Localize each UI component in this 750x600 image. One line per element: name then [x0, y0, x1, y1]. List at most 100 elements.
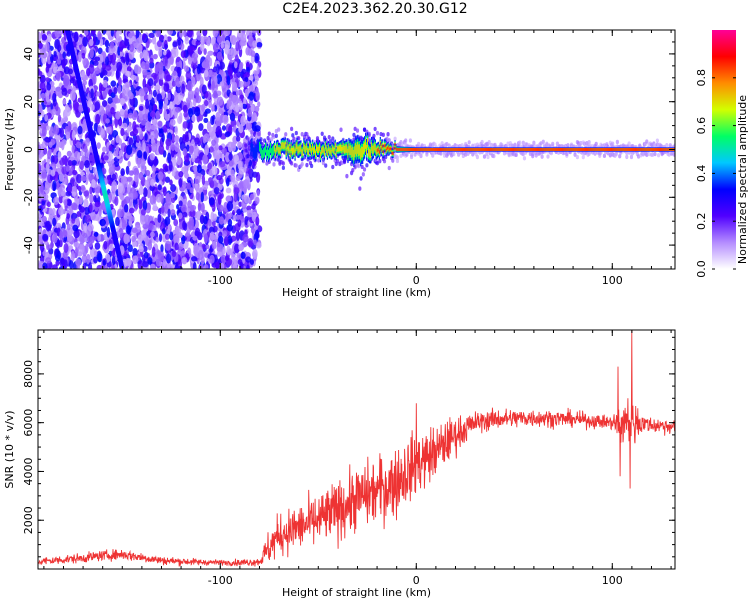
noise-speck — [191, 39, 196, 46]
carrier-halo — [480, 139, 484, 145]
noise-speck — [170, 209, 176, 216]
noise-speck — [178, 178, 183, 188]
noise-speck — [39, 74, 46, 84]
noise-speck — [191, 114, 196, 123]
noise-speck — [115, 144, 120, 153]
noise-speck — [234, 187, 240, 195]
noise-speck — [202, 154, 208, 165]
noise-speck — [41, 34, 48, 41]
noise-speck — [66, 198, 72, 207]
carrier-halo — [391, 158, 395, 163]
noise-speck — [48, 141, 53, 148]
carrier-halo — [656, 153, 661, 158]
noise-speck — [132, 247, 138, 256]
noise-speck — [211, 105, 215, 112]
noise-speck — [121, 219, 127, 230]
carrier-halo — [531, 153, 535, 159]
noise-speck — [111, 129, 119, 138]
noise-speck — [69, 89, 76, 101]
noise-speck — [97, 124, 102, 134]
noise-speck — [121, 208, 125, 218]
noise-speck — [123, 203, 129, 213]
noise-speck — [185, 71, 192, 80]
noise-speck — [163, 83, 170, 93]
noise-speck — [256, 189, 260, 197]
noise-speck — [148, 32, 155, 38]
noise-speck — [71, 218, 76, 224]
carrier-halo — [320, 131, 324, 136]
noise-speck — [185, 97, 192, 104]
noise-speck — [126, 176, 133, 182]
noise-speck — [105, 118, 110, 124]
noise-speck — [174, 95, 179, 103]
carrier-halo — [492, 153, 496, 159]
noise-speck — [140, 209, 146, 216]
noise-speck — [126, 234, 131, 243]
noise-speck — [82, 222, 88, 233]
noise-speck — [72, 169, 78, 176]
noise-speck — [120, 56, 127, 63]
noise-speck — [197, 249, 204, 261]
carrier-halo — [250, 130, 254, 135]
noise-speck — [174, 242, 179, 251]
noise-speck — [60, 139, 65, 151]
noise-speck — [210, 130, 216, 140]
carrier-halo — [594, 141, 598, 147]
carrier-halo — [378, 158, 382, 164]
noise-speck — [158, 233, 163, 242]
noise-speck — [207, 162, 213, 170]
noise-speck — [183, 30, 187, 38]
carrier-halo — [324, 163, 328, 168]
noise-speck — [79, 160, 85, 171]
noise-speck — [42, 233, 49, 242]
noise-speck — [238, 243, 244, 251]
noise-speck — [159, 61, 164, 73]
noise-speck — [135, 135, 141, 143]
carrier-halo — [274, 133, 278, 139]
noise-speck — [89, 247, 96, 259]
noise-speck — [164, 203, 169, 214]
noise-speck — [170, 184, 177, 193]
noise-speck — [52, 180, 57, 192]
noise-speck — [196, 164, 202, 174]
noise-speck — [138, 246, 144, 253]
noise-speck — [80, 184, 86, 191]
noise-speck — [171, 133, 176, 144]
noise-speck — [88, 78, 94, 88]
noise-speck — [164, 43, 169, 50]
noise-speck — [186, 80, 193, 92]
noise-speck — [224, 131, 231, 138]
noise-speck — [231, 81, 236, 92]
noise-speck — [94, 242, 101, 250]
noise-speck — [213, 43, 219, 53]
noise-speck — [195, 192, 200, 201]
noise-speck — [216, 35, 223, 44]
noise-speck — [135, 30, 140, 39]
noise-speck — [215, 143, 219, 151]
noise-speck — [175, 228, 179, 237]
noise-speck — [83, 198, 89, 210]
noise-speck — [194, 137, 200, 145]
noise-speck — [116, 61, 123, 71]
noise-speck — [201, 142, 206, 149]
noise-speck — [65, 131, 70, 140]
noise-speck — [167, 208, 171, 218]
noise-speck — [234, 61, 238, 69]
noise-speck — [140, 161, 146, 173]
noise-speck — [181, 83, 186, 94]
noise-speck — [50, 125, 54, 132]
noise-speck — [149, 152, 155, 161]
noise-speck — [239, 100, 244, 111]
noise-speck — [128, 137, 134, 146]
noise-speck — [149, 57, 154, 64]
noise-speck — [93, 122, 98, 132]
noise-speck — [172, 41, 178, 48]
noise-speck — [210, 234, 217, 241]
noise-speck — [103, 240, 108, 250]
noise-speck — [102, 79, 108, 88]
noise-speck — [46, 83, 52, 91]
noise-speck — [178, 200, 183, 207]
noise-speck — [75, 258, 82, 267]
noise-speck — [228, 212, 233, 218]
